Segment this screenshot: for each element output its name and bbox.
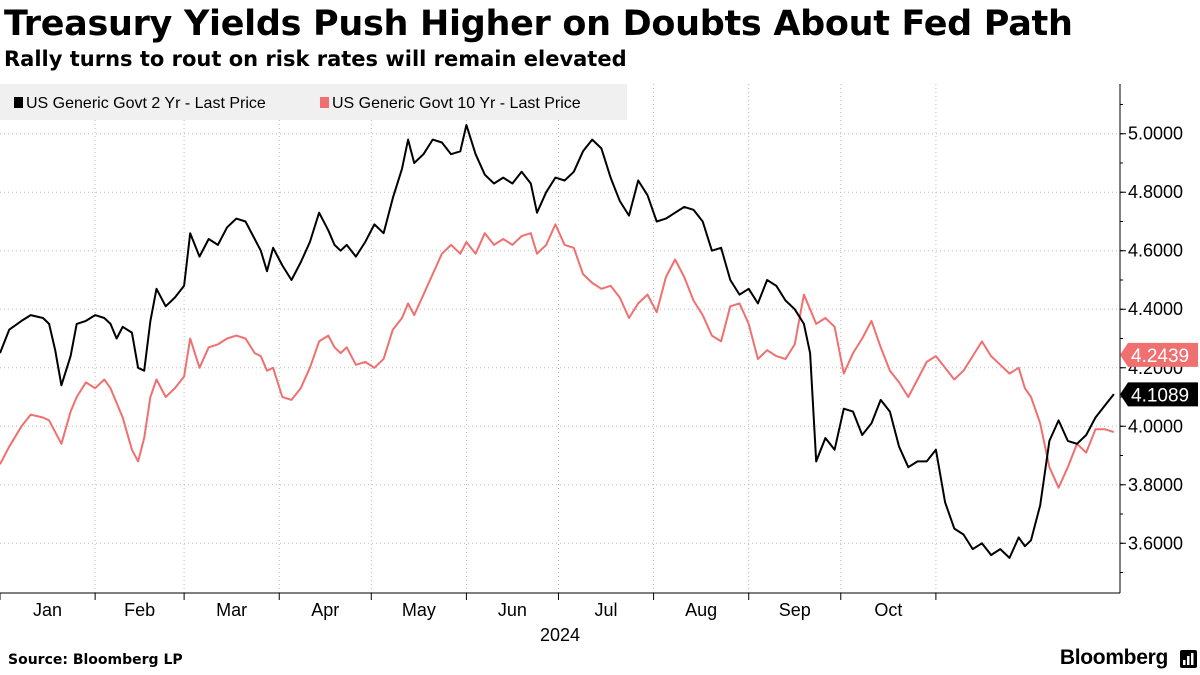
series-line-2yr bbox=[0, 124, 1115, 559]
y-tick-label: 4.0000 bbox=[1128, 416, 1183, 436]
y-tick-label: 5.0000 bbox=[1128, 124, 1183, 144]
y-tick-label: 4.8000 bbox=[1128, 182, 1183, 202]
last-value-label-10yr: 4.2439 bbox=[1131, 346, 1189, 367]
page-subtitle: Rally turns to rout on risk rates will r… bbox=[4, 47, 627, 71]
legend-label-10yr: US Generic Govt 10 Yr - Last Price bbox=[332, 95, 581, 112]
x-axis-title: 2024 bbox=[540, 625, 580, 645]
x-tick-label: Sep bbox=[779, 600, 811, 620]
page-title: Treasury Yields Push Higher on Doubts Ab… bbox=[4, 4, 1073, 44]
legend-box bbox=[0, 84, 627, 120]
brand-logo: Bloomberg bbox=[1059, 646, 1168, 669]
legend-label-2yr: US Generic Govt 2 Yr - Last Price bbox=[26, 95, 266, 112]
y-tick-label: 3.6000 bbox=[1128, 533, 1183, 553]
x-tick-label: Mar bbox=[216, 600, 247, 620]
y-tick-label: 4.6000 bbox=[1128, 241, 1183, 261]
series-line-10yr bbox=[0, 223, 1115, 489]
legend-swatch-2yr bbox=[14, 97, 23, 108]
x-tick-label: Feb bbox=[124, 600, 155, 620]
x-tick-label: May bbox=[402, 600, 436, 620]
last-value-label-2yr: 4.1089 bbox=[1131, 385, 1189, 406]
x-tick-label: Oct bbox=[874, 600, 902, 620]
x-tick-label: Jan bbox=[33, 600, 62, 620]
x-tick-label: Aug bbox=[685, 600, 717, 620]
bloomberg-terminal-icon bbox=[1180, 650, 1197, 668]
x-tick-label: Jun bbox=[498, 600, 527, 620]
y-tick-label: 3.8000 bbox=[1128, 475, 1183, 495]
legend-swatch-10yr bbox=[320, 97, 329, 108]
x-tick-label: Jul bbox=[595, 600, 618, 620]
x-tick-label: Apr bbox=[311, 600, 339, 620]
source-note: Source: Bloomberg LP bbox=[8, 652, 183, 668]
last-value-tag-2yr bbox=[1120, 382, 1198, 407]
y-tick-label: 4.4000 bbox=[1128, 299, 1183, 319]
last-value-tag-10yr bbox=[1120, 342, 1198, 367]
